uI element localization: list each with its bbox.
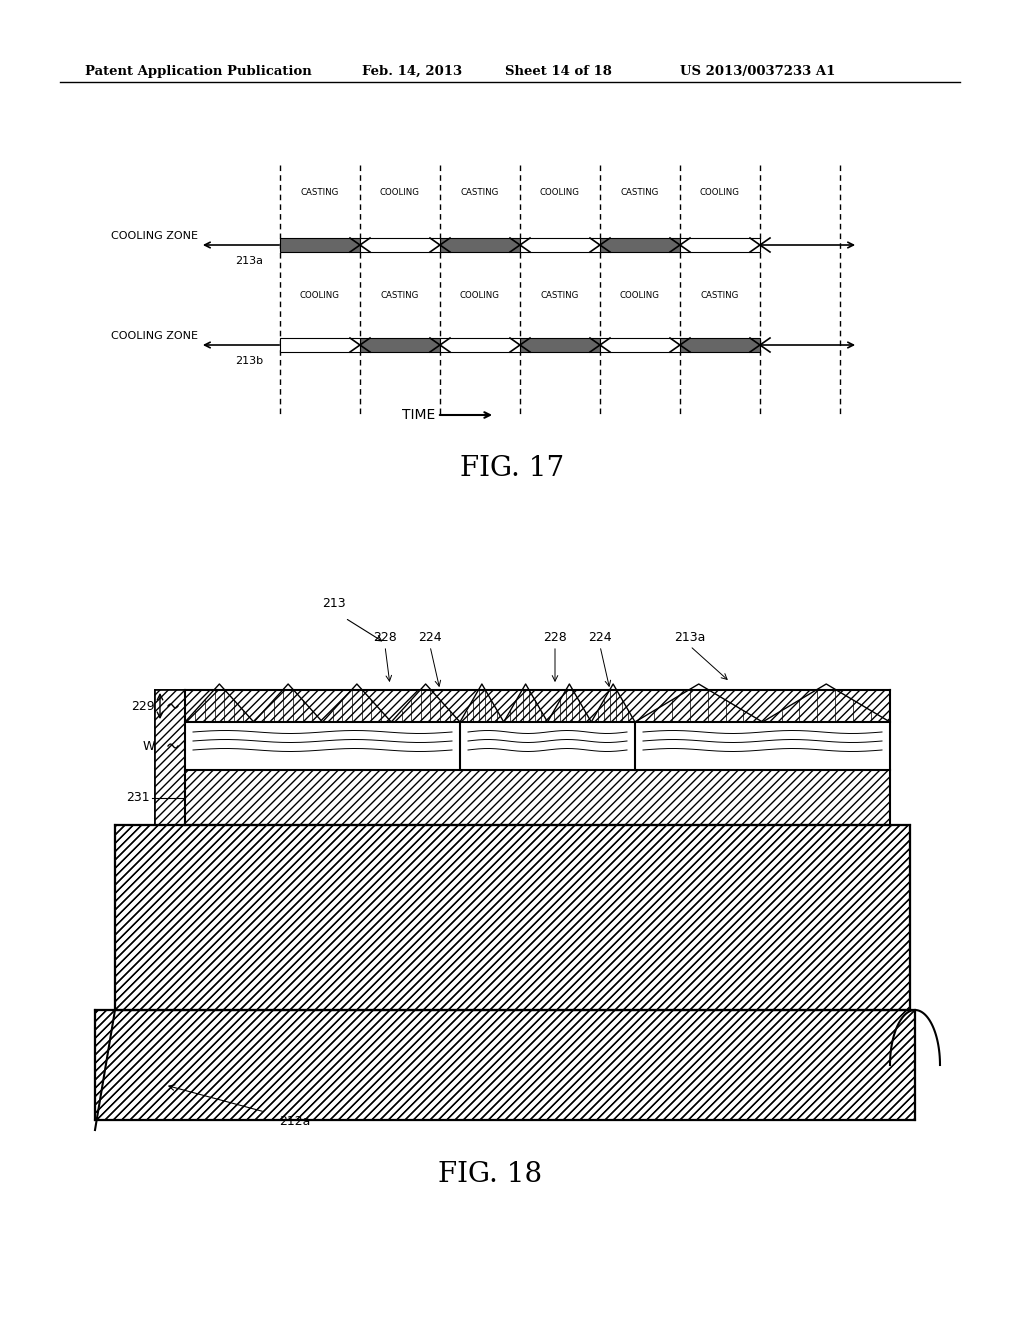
Text: CASTING: CASTING (381, 290, 419, 300)
Bar (95, 1010, 915, 1119)
Bar (185, 770, 890, 825)
Text: CASTING: CASTING (700, 290, 739, 300)
Text: CASTING: CASTING (621, 187, 659, 197)
Bar (185, 722, 890, 770)
Bar (680, 338, 760, 352)
Text: 213a: 213a (675, 631, 706, 644)
Text: 231: 231 (126, 791, 150, 804)
Text: COOLING: COOLING (300, 290, 340, 300)
Text: 212a: 212a (280, 1115, 310, 1129)
Text: CASTING: CASTING (461, 187, 499, 197)
Bar (440, 238, 520, 252)
Text: Feb. 14, 2013: Feb. 14, 2013 (362, 65, 462, 78)
Bar (440, 338, 520, 352)
Text: 224: 224 (418, 631, 441, 644)
Bar (117, 828, 908, 1008)
Bar (360, 238, 440, 252)
Text: COOLING: COOLING (380, 187, 420, 197)
Text: COOLING ZONE: COOLING ZONE (111, 331, 198, 341)
Bar (600, 238, 680, 252)
Text: 228: 228 (543, 631, 567, 644)
Bar (155, 690, 185, 825)
Text: 213b: 213b (234, 356, 263, 366)
Bar (680, 238, 760, 252)
Text: 213a: 213a (234, 256, 263, 267)
Bar (280, 238, 360, 252)
Text: US 2013/0037233 A1: US 2013/0037233 A1 (680, 65, 836, 78)
Text: W: W (142, 739, 155, 752)
Text: FIG. 18: FIG. 18 (438, 1162, 542, 1188)
Text: TIME: TIME (401, 408, 435, 422)
Bar (185, 690, 890, 722)
Bar (280, 338, 360, 352)
Bar (520, 338, 600, 352)
Text: Sheet 14 of 18: Sheet 14 of 18 (505, 65, 612, 78)
Bar (97, 1012, 913, 1118)
Text: 213: 213 (322, 597, 346, 610)
Bar (115, 825, 910, 1010)
Bar (520, 238, 600, 252)
Bar (95, 1010, 915, 1119)
Bar (115, 825, 910, 1010)
Text: COOLING: COOLING (460, 290, 500, 300)
Text: CASTING: CASTING (541, 290, 580, 300)
Bar (600, 338, 680, 352)
Text: 229: 229 (131, 700, 155, 713)
Text: COOLING ZONE: COOLING ZONE (111, 231, 198, 242)
Text: 224: 224 (588, 631, 611, 644)
Text: COOLING: COOLING (540, 187, 580, 197)
Text: CASTING: CASTING (301, 187, 339, 197)
Text: COOLING: COOLING (700, 187, 740, 197)
Text: FIG. 17: FIG. 17 (460, 454, 564, 482)
Text: 228: 228 (373, 631, 397, 644)
Bar (360, 338, 440, 352)
Text: COOLING: COOLING (620, 290, 660, 300)
Text: Patent Application Publication: Patent Application Publication (85, 65, 311, 78)
